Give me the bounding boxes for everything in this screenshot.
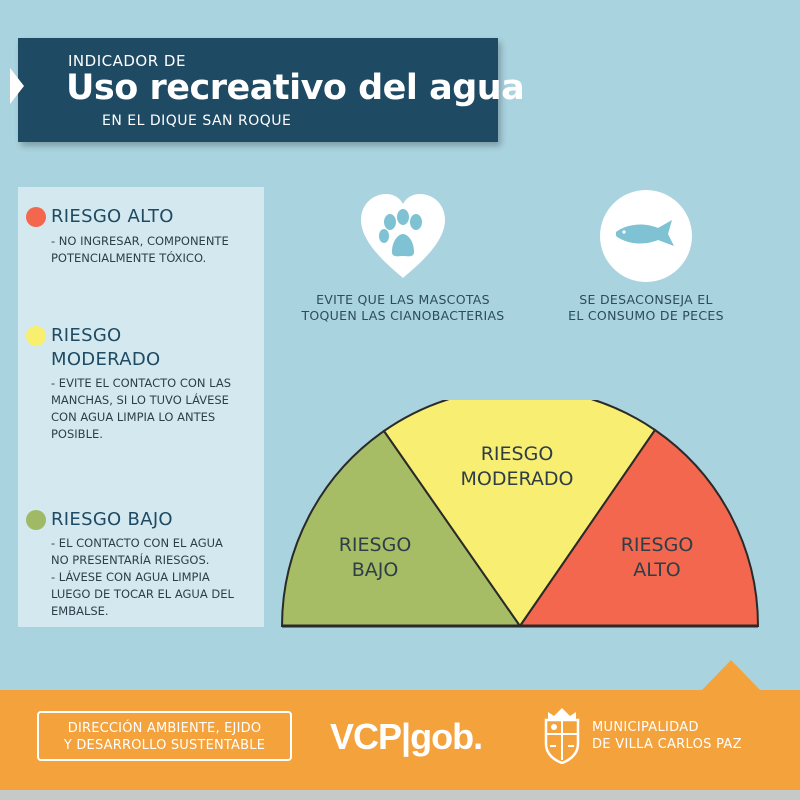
green-dot-icon <box>26 510 46 530</box>
gauge-label-moderate-1: RIESGO <box>481 443 554 465</box>
vcp-gob-logo: VCP|gob. <box>330 716 483 757</box>
page-title: Uso recreativo del agua <box>66 68 525 108</box>
gauge-label-low-2: BAJO <box>352 559 399 581</box>
legend-title-low: RIESGO BAJO <box>51 509 173 530</box>
legend-desc-moderate: - EVITE EL CONTACTO CON LAS MANCHAS, SI … <box>51 376 232 441</box>
yellow-dot-icon <box>26 326 46 346</box>
heart-paw-icon <box>357 190 449 282</box>
play-arrow-icon <box>10 68 24 104</box>
title-prefix: INDICADOR DE <box>68 52 186 70</box>
gauge-segment-low <box>280 429 522 627</box>
title-subtitle: EN EL DIQUE SAN ROQUE <box>102 113 292 129</box>
gauge-label-high-2: ALTO <box>633 559 681 581</box>
title-banner: INDICADOR DE Uso recreativo del agua EN … <box>18 38 525 142</box>
red-dot-icon <box>26 207 46 227</box>
pets-advisory-caption: EVITE QUE LAS MASCOTAS TOQUEN LAS CIANOB… <box>301 292 505 323</box>
footer-notch <box>702 660 760 690</box>
municipality-name: MUNICIPALIDAD DE VILLA CARLOS PAZ <box>592 720 742 752</box>
legend-title-moderate: RIESGO MODERADO <box>51 325 161 370</box>
legend-desc-low: - EL CONTACTO CON EL AGUA NO PRESENTARÍA… <box>51 536 234 618</box>
gauge-segment-moderate <box>382 400 657 628</box>
legend-title-high: RIESGO ALTO <box>51 206 174 227</box>
fish-icon <box>600 190 692 282</box>
footer-bar <box>0 690 800 800</box>
legend-desc-high: - NO INGRESAR, COMPONENTE POTENCIALMENTE… <box>51 234 229 265</box>
gauge-label-moderate-2: MODERADO <box>461 468 574 490</box>
gauge-label-low-1: RIESGO <box>339 534 412 556</box>
risk-legend: RIESGO ALTO - NO INGRESAR, COMPONENTE PO… <box>18 187 264 627</box>
risk-gauge: RIESGO BAJO RIESGO MODERADO RIESGO ALTO <box>280 400 760 628</box>
gauge-segment-high <box>518 428 760 627</box>
fish-advisory-caption: SE DESACONSEJA EL EL CONSUMO DE PECES <box>568 292 724 323</box>
department-name: DIRECCIÓN AMBIENTE, EJIDO Y DESARROLLO S… <box>63 721 266 753</box>
footer-bottom-strip <box>0 790 800 800</box>
department-box: DIRECCIÓN AMBIENTE, EJIDO Y DESARROLLO S… <box>37 711 292 761</box>
gauge-label-high-1: RIESGO <box>621 534 694 556</box>
municipal-seal-icon <box>544 708 580 764</box>
